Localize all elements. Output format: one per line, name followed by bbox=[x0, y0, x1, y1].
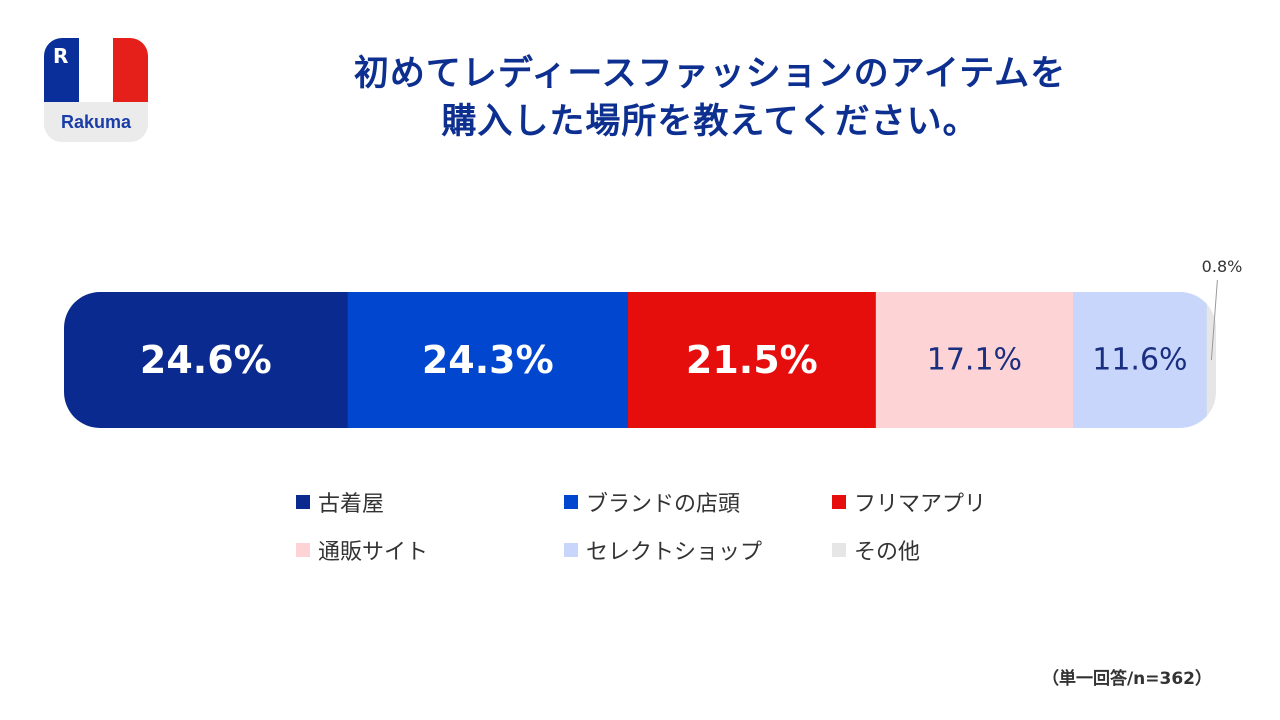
value-label-5: 11.6% bbox=[1092, 343, 1187, 378]
value-label-6: 0.8% bbox=[1202, 257, 1243, 276]
legend-item-3: フリマアプリ bbox=[832, 486, 1056, 518]
bar-segment-2 bbox=[347, 292, 629, 428]
legend-label-1: 古着屋 bbox=[318, 492, 385, 517]
legend-swatch-6 bbox=[832, 543, 846, 557]
bar-segment-5 bbox=[1073, 292, 1208, 428]
legend-item-2: ブランドの店頭 bbox=[564, 486, 832, 518]
logo-mark: R bbox=[53, 44, 69, 68]
value-label-4: 17.1% bbox=[927, 343, 1022, 378]
legend-label-6: その他 bbox=[854, 540, 921, 565]
logo-flag-blue bbox=[44, 38, 79, 102]
legend-swatch-1 bbox=[296, 495, 310, 509]
legend-label-4: 通販サイト bbox=[318, 540, 429, 565]
legend-swatch-3 bbox=[832, 495, 846, 509]
logo-flag-white bbox=[78, 38, 114, 102]
legend-item-1: 古着屋 bbox=[296, 486, 564, 518]
bar-segment-1 bbox=[64, 292, 349, 428]
legend-item-4: 通販サイト bbox=[296, 534, 564, 566]
legend-item-5: セレクトショップ bbox=[564, 534, 832, 566]
logo-wordmark: Rakuma bbox=[44, 102, 148, 142]
bar-segments bbox=[64, 292, 1216, 428]
value-label-2: 24.3% bbox=[422, 338, 554, 382]
legend-swatch-2 bbox=[564, 495, 578, 509]
chart-legend: 古着屋 ブランドの店頭 フリマアプリ通販サイト セレクトショップ その他 bbox=[296, 486, 1056, 566]
legend-label-3: フリマアプリ bbox=[854, 492, 987, 517]
sample-note: （単一回答/n=362） bbox=[1041, 669, 1212, 689]
logo-flag-red bbox=[113, 38, 148, 102]
chart-title-line-2: 購入した場所を教えてください。 bbox=[441, 102, 979, 142]
legend-label-2: ブランドの店頭 bbox=[586, 492, 741, 517]
legend-item-6: その他 bbox=[832, 534, 1056, 566]
chart-title-line-1: 初めてレディースファッションのアイテムを bbox=[353, 54, 1067, 94]
value-label-3: 21.5% bbox=[686, 338, 818, 382]
bar-segment-4 bbox=[875, 292, 1074, 428]
legend-swatch-5 bbox=[564, 543, 578, 557]
legend-swatch-4 bbox=[296, 543, 310, 557]
rakuma-logo: R Rakuma bbox=[44, 38, 148, 142]
legend-label-5: セレクトショップ bbox=[586, 540, 763, 565]
value-label-1: 24.6% bbox=[140, 338, 272, 382]
leader-line-6 bbox=[1210, 279, 1218, 361]
bar-segment-3 bbox=[627, 292, 877, 428]
chart-title: 初めてレディースファッションのアイテムを 購入した場所を教えてください。 bbox=[180, 50, 1240, 146]
logo-flag bbox=[44, 38, 148, 102]
